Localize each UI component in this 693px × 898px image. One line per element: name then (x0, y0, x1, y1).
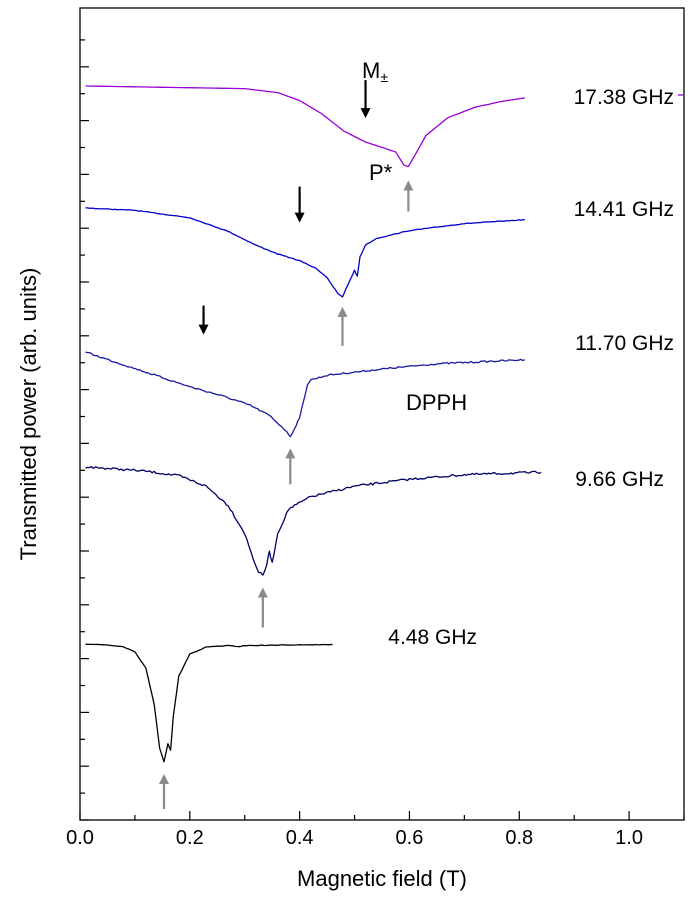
series-line-4-48-ghz (85, 643, 333, 763)
series-line-11-70-ghz (85, 351, 526, 438)
annotation-label: M± (362, 58, 388, 85)
resonance-arrows (159, 80, 414, 809)
resonance-arrow-black (198, 305, 209, 335)
resonance-arrow-gray (159, 774, 170, 809)
curve-labels: 17.38 GHz 14.41 GHz 11.70 GHz 9.66 GHz 4.48 … (362, 58, 674, 649)
spectra-curves (85, 85, 684, 763)
x-tick-label: 0.8 (505, 827, 533, 849)
resonance-arrow-black (294, 186, 305, 223)
x-tick-label: 0.0 (66, 827, 94, 849)
series-line-17-38-ghz (85, 85, 525, 168)
frequency-label: 9.66 GHz (575, 468, 664, 491)
annotation-label: DPPH (406, 390, 467, 415)
x-axis-title: Magnetic field (T) (297, 866, 467, 891)
resonance-arrow-gray (257, 587, 268, 628)
plot-frame (79, 7, 685, 821)
series-line-9-66-ghz (85, 465, 542, 576)
x-tick-label: 0.6 (396, 827, 424, 849)
annotation-label: P* (369, 160, 393, 185)
frequency-label: 4.48 GHz (388, 626, 477, 649)
y-axis-ticks (80, 39, 89, 821)
resonance-arrow-gray (285, 448, 296, 485)
x-axis-ticks: 0.0 0.2 0.4 0.6 0.8 1.0 (66, 811, 685, 849)
x-tick-label: 0.4 (286, 827, 314, 849)
series-line-14-41-ghz (85, 207, 525, 298)
frequency-label: 14.41 GHz (574, 198, 674, 221)
resonance-arrow-gray (403, 180, 414, 212)
resonance-arrow-gray (337, 306, 348, 346)
frequency-label: 17.38 GHz (574, 86, 674, 109)
y-axis-title: Transmitted power (arb. units) (16, 268, 41, 561)
x-tick-label: 0.2 (176, 827, 204, 849)
frequency-label: 11.70 GHz (575, 332, 674, 355)
x-tick-label: 1.0 (615, 827, 643, 849)
resonance-arrow-black (360, 80, 371, 119)
